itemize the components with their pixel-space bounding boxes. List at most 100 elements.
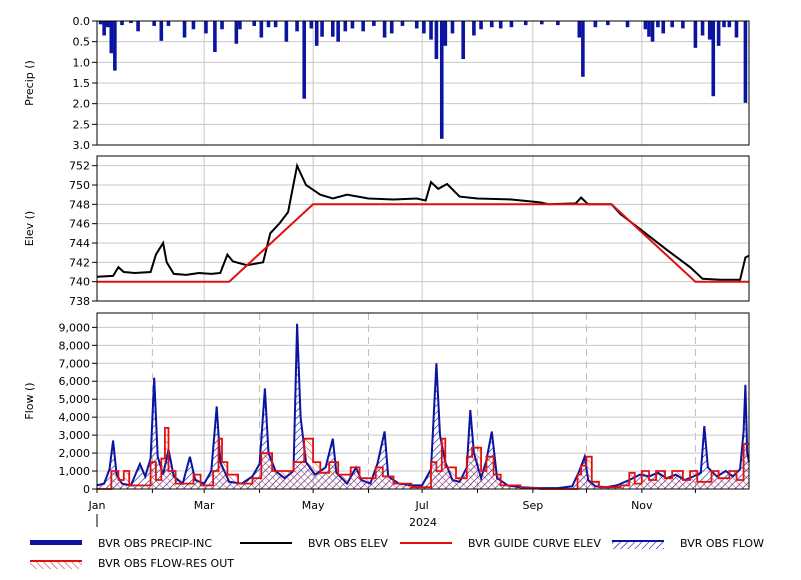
- y-tick-label: 1.0: [73, 56, 91, 69]
- x-tick-label: Jul: [414, 499, 428, 512]
- precip-bar: [734, 21, 739, 38]
- precip-bar: [625, 21, 630, 28]
- precip-bar: [489, 21, 494, 28]
- precip-bar: [606, 21, 610, 26]
- precip-bar: [213, 21, 217, 52]
- legend-label: BVR OBS FLOW-RES OUT: [98, 556, 234, 570]
- precip-bar: [113, 21, 117, 71]
- precip-bar: [647, 21, 651, 37]
- precip-bar: [479, 21, 483, 30]
- hydrograph-chart: 0.0 0.5 1.0 1.5 2.0 2.5 3.0 Precip () 738 740 742 7…: [23, 15, 750, 529]
- precip-bar: [743, 21, 748, 103]
- precip-bar: [302, 21, 307, 99]
- y-tick-label: 1,000: [59, 465, 91, 478]
- precip-bar: [556, 21, 560, 26]
- precip-bar: [204, 21, 208, 34]
- precip-bar: [581, 21, 585, 77]
- plot-area-elev: [97, 156, 749, 301]
- precip-bar: [661, 21, 666, 34]
- precip-bar: [577, 21, 582, 38]
- y-tick-label: 3.0: [73, 139, 91, 152]
- precip-bar: [234, 21, 239, 44]
- precip-bar: [711, 21, 716, 97]
- precip-bar: [152, 21, 156, 26]
- y-tick-label: 746: [69, 218, 90, 231]
- precip-bar: [727, 21, 732, 28]
- precip-bar: [220, 21, 224, 30]
- precip-bar: [700, 21, 705, 36]
- grid-layer: [96, 20, 749, 490]
- y-tick-label: 9,000: [59, 321, 91, 334]
- plot-frame-precip: [96, 20, 750, 146]
- legend-item: BVR OBS ELEV: [240, 536, 388, 550]
- precip-bar: [450, 21, 455, 34]
- guide-curve-line: [97, 203, 749, 283]
- precip-bar: [295, 21, 299, 32]
- precip-bar: [320, 21, 324, 37]
- y-tick-label: 0: [83, 483, 90, 496]
- precip-bar: [309, 21, 314, 29]
- y-axis-label: Flow (): [23, 382, 36, 419]
- y-tick-label: 8,000: [59, 339, 91, 352]
- precip-bar: [498, 21, 503, 29]
- y-tick-label: 2.0: [73, 98, 91, 111]
- precip-bar: [681, 21, 685, 29]
- precip-bar: [259, 21, 264, 38]
- precip-bar: [382, 21, 387, 38]
- precip-bar: [159, 21, 164, 41]
- precip-bar: [656, 21, 660, 28]
- y-tick-label: 6,000: [59, 375, 91, 388]
- plot-frame-flow: [96, 312, 750, 490]
- precip-bar: [461, 21, 465, 60]
- precip-bar: [284, 21, 289, 42]
- legend-swatch: [240, 542, 292, 544]
- data-layer: [96, 21, 750, 490]
- precip-bar: [136, 21, 140, 32]
- y-tick-label: 752: [69, 160, 90, 173]
- legend-label: BVR GUIDE CURVE ELEV: [468, 536, 601, 550]
- precip-bar: [472, 21, 476, 36]
- precip-bar: [343, 21, 348, 32]
- y-tick-label: 5,000: [59, 393, 91, 406]
- legend-label: BVR OBS PRECIP-INC: [98, 536, 213, 550]
- y-tick-label: 0.0: [73, 15, 91, 28]
- precip-bar: [422, 21, 426, 34]
- legend-item: BVR OBS FLOW-RES OUT: [30, 556, 234, 570]
- precip-bar: [273, 21, 278, 28]
- precip-bar: [593, 21, 598, 28]
- x-tick-label: Jan: [88, 499, 106, 512]
- precip-bar: [98, 21, 103, 25]
- precip-bar: [191, 21, 196, 30]
- legend-swatch: [400, 542, 452, 544]
- y-tick-label: 2,000: [59, 447, 91, 460]
- precip-bar: [105, 21, 110, 28]
- precip-bar: [643, 21, 648, 30]
- plot-frame-elev: [96, 155, 750, 302]
- precip-bar: [670, 21, 674, 28]
- precip-bar: [716, 21, 721, 46]
- precip-bar: [722, 21, 726, 28]
- legend-swatch: [30, 540, 82, 545]
- precip-bar: [361, 21, 365, 32]
- y-tick-label: 2.5: [73, 118, 91, 131]
- plot-area-flow: [97, 313, 749, 489]
- y-tick-label: 740: [69, 276, 90, 289]
- res-out-area: [97, 427, 749, 489]
- y-tick-label: 4,000: [59, 411, 91, 424]
- legend-item: BVR OBS FLOW: [612, 536, 764, 550]
- legend-swatch: [30, 560, 82, 569]
- precip-bar: [539, 21, 544, 25]
- precip-bar: [523, 21, 528, 26]
- legend-swatch: [612, 540, 664, 549]
- precip-bar: [330, 21, 335, 37]
- legend-item: BVR OBS PRECIP-INC: [30, 536, 212, 550]
- precip-bar: [650, 21, 655, 42]
- y-tick-label: 738: [69, 295, 90, 308]
- y-tick-label: 748: [69, 198, 90, 211]
- precip-bar: [238, 21, 242, 30]
- precip-bar: [400, 21, 405, 26]
- y-tick-label: 742: [69, 256, 90, 269]
- precip-bar: [707, 21, 712, 40]
- precip-bar: [434, 21, 439, 60]
- precip-bar: [336, 21, 340, 42]
